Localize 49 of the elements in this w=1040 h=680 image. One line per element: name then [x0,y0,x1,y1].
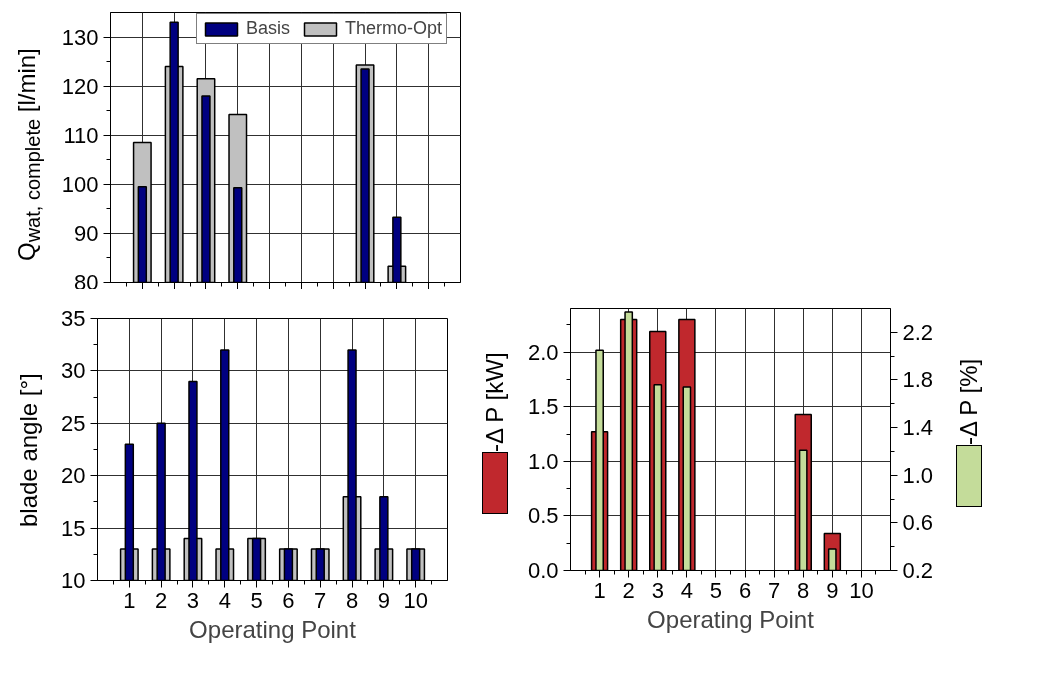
x-tick-label: 3 [186,587,200,613]
y-tick-label: 15 [61,515,86,541]
x-tick-label: 4 [218,587,231,613]
x-tick-label: 9 [377,587,390,613]
x-tick-label: 5 [709,577,723,603]
y-tick-label: 130 [61,24,99,50]
y-tick-label: 80 [74,269,99,295]
y2-tick-label: 1.8 [902,367,934,393]
x-axis-title: Operating Point [647,605,815,633]
y-tick-label: 20 [61,463,86,489]
y2-tick-label: 1.4 [902,415,934,441]
x-axis-title: Operating Point [189,615,357,643]
x-tick-label: 6 [282,587,295,613]
y-tick-label: 110 [63,122,99,148]
y-tick-label: 2.0 [527,339,559,365]
y-tick-label: 120 [61,73,99,99]
y2-tick-label: 2.2 [902,319,934,345]
x-tick-label: 1 [593,577,606,603]
legend-label: Basis [246,18,291,39]
x-tick-label: 6 [738,577,752,603]
y-axis-title: blade angle [°] [13,373,43,527]
x-tick-label: 9 [826,577,839,603]
x-tick-label: 2 [622,577,635,603]
y-tick-label: 100 [61,171,99,197]
x-tick-label: 4 [680,577,693,603]
legend-label: Thermo-Opt [345,18,443,39]
y-tick-label: 90 [74,220,99,246]
x-tick-label: 5 [250,587,263,613]
y-tick-label: 0.5 [527,503,559,529]
y-tick-label: 1.5 [527,394,559,420]
x-tick-label: 1 [123,587,136,613]
x-tick-label: 10 [849,577,874,603]
y-tick-label: 25 [61,410,86,436]
x-tick-label: 10 [403,587,428,613]
y-tick-label: 0.0 [527,558,559,583]
y2-tick-label: 0.6 [902,510,934,536]
x-tick-label: 3 [651,577,664,603]
y2-tick-label: 0.2 [902,558,934,583]
y-tick-label: 1.0 [527,448,559,474]
x-tick-label: 7 [314,587,327,613]
x-tick-label: 8 [797,577,810,603]
y2-tick-label: 1.0 [902,462,934,488]
x-tick-label: 2 [155,587,168,613]
x-tick-label: 7 [768,577,781,603]
y-axis-title: -Δ P [kW] [479,352,509,452]
y-tick-label: 35 [61,306,86,331]
y2-axis-title: -Δ P [%] [953,358,983,446]
x-tick-label: 8 [345,587,359,613]
y-tick-label: 30 [61,358,86,384]
